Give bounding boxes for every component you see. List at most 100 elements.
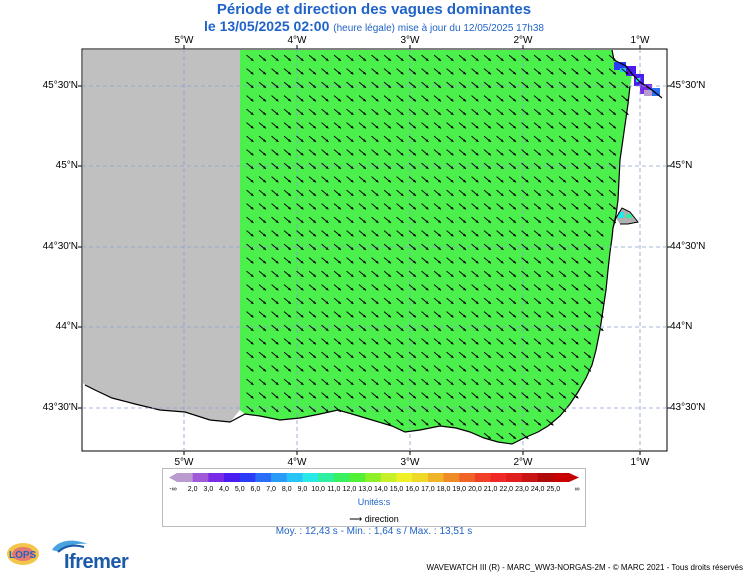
direction-arrow [258,81,267,89]
direction-arrow [308,284,317,291]
direction-arrow [258,189,267,197]
legend-tick-label: 15,0 [389,486,404,493]
direction-arrow [533,284,542,291]
direction-arrow [508,162,517,170]
direction-arrow [396,243,404,251]
direction-arrow [483,338,492,345]
direction-arrow [471,392,479,399]
direction-arrow [421,270,429,278]
direction-arrow [308,216,317,224]
direction-arrow [433,419,442,426]
direction-arrow [408,311,417,318]
direction-arrow [421,419,429,426]
direction-arrow [371,351,379,359]
direction-arrow [296,189,304,197]
direction-arrow [596,95,604,102]
direction-arrow [308,203,317,210]
direction-arrow [421,284,429,291]
lat-label-left: 44°N [55,321,78,332]
direction-arrow [421,365,429,372]
legend-tick-label: 18,0 [436,486,451,493]
direction-arrow [296,230,304,237]
legend-swatch [255,473,272,482]
direction-arrow [321,257,329,264]
direction-arrow [433,81,442,89]
direction-arrow [421,135,429,143]
direction-arrow [583,297,592,305]
direction-arrow [408,135,417,143]
direction-arrow [371,270,379,278]
direction-arrow [258,257,267,264]
lat-label-right: 44°N [670,321,693,332]
direction-arrow [296,176,304,183]
direction-arrow [458,378,467,386]
direction-arrow [246,311,254,318]
direction-arrow [246,324,254,332]
direction-arrow [433,405,442,413]
direction-arrow [433,378,442,386]
legend-swatch [537,473,554,482]
direction-arrow [358,203,367,210]
direction-arrow [308,162,317,170]
direction-arrow [583,365,592,372]
direction-arrow [346,338,354,345]
direction-arrow [333,284,342,291]
direction-arrow [283,324,292,332]
direction-arrow [521,284,529,291]
direction-arrow [346,203,354,210]
direction-arrow [546,122,554,129]
direction-arrow [258,216,267,224]
direction-arrow [571,311,579,318]
direction-arrow [571,189,579,197]
direction-arrow [383,189,392,197]
direction-arrow [321,338,329,345]
direction-arrow [283,203,292,210]
direction-arrow [333,216,342,224]
direction-arrow [283,311,292,318]
direction-arrow [321,149,329,156]
legend-tick-label: 17,0 [421,486,435,493]
direction-arrow [408,351,417,359]
direction-arrow [321,365,329,372]
direction-arrow [471,257,479,264]
direction-arrow [558,405,567,413]
direction-arrow [408,257,417,264]
direction-arrow [471,365,479,372]
direction-arrow [521,365,529,372]
direction-arrow [483,216,492,224]
direction-arrow [396,351,404,359]
legend-tick-label: 4,0 [219,486,229,493]
direction-arrow [358,284,367,291]
direction-arrow [458,392,467,399]
direction-arrow [396,257,404,264]
direction-arrow [521,189,529,197]
direction-arrow [521,311,529,318]
direction-arrow [433,257,442,264]
direction-arrow [446,108,454,116]
direction-arrow [508,216,517,224]
direction-arrow [483,324,492,332]
direction-arrow [596,257,604,264]
direction-arrow [358,243,367,251]
direction-arrow [508,108,517,116]
direction-arrow [383,311,392,318]
direction-arrow [583,108,592,116]
direction-arrow [533,392,542,399]
direction-arrow [558,216,567,224]
direction-arrow [458,108,467,116]
direction-arrow [383,270,392,278]
direction-arrow [296,338,304,345]
direction-arrow [408,243,417,251]
direction-arrow [533,149,542,156]
direction-arrow [546,405,554,413]
direction-arrow [271,270,279,278]
direction-arrow [571,68,579,75]
direction-arrow [371,176,379,183]
direction-arrow [596,311,604,318]
direction-arrow [521,68,529,75]
direction-arrow [471,405,479,413]
update-note: (heure légale) mise à jour du 12/05/2025… [333,23,544,34]
direction-arrow [383,203,392,210]
direction-arrow [321,324,329,332]
lat-label-left: 45°30'N [42,80,78,91]
